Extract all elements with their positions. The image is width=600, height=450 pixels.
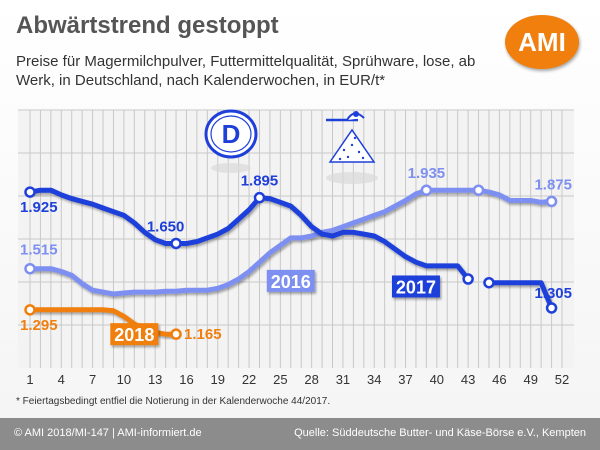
data-point-2017 xyxy=(483,276,495,289)
data-point-2017 xyxy=(545,302,558,314)
data-point-2016 xyxy=(420,184,433,196)
series-tag-2017: 2017 xyxy=(396,277,436,297)
data-point-2016 xyxy=(24,262,36,275)
data-point-2017 xyxy=(253,191,266,204)
ami-logo: AMI xyxy=(505,15,579,69)
x-tick-label: 25 xyxy=(273,372,287,387)
data-point-2016 xyxy=(472,184,485,196)
data-point-2018 xyxy=(24,304,36,316)
x-tick-label: 52 xyxy=(555,372,569,387)
data-label-2017: 1.305 xyxy=(534,285,572,302)
series-markers xyxy=(24,184,558,340)
series-tags: 2016 2017 2018 xyxy=(110,269,440,346)
x-tick-label: 10 xyxy=(117,372,131,387)
chart-title: Abwärtstrend gestoppt xyxy=(16,12,279,39)
chart-subtitle: Preise für Magermilchpulver, Futtermitte… xyxy=(16,53,476,89)
data-label-2017: 1.650 xyxy=(147,218,185,235)
source-text: Quelle: Süddeutsche Butter- und Käse-Bör… xyxy=(294,427,586,439)
grid xyxy=(18,109,574,368)
x-tick-label: 37 xyxy=(398,372,412,387)
x-tick-label: 46 xyxy=(492,372,506,387)
x-tick-label: 1 xyxy=(26,372,33,387)
x-tick-label: 43 xyxy=(461,372,475,387)
data-point-2017 xyxy=(24,186,36,198)
x-tick-label: 13 xyxy=(148,372,162,387)
data-point-2016 xyxy=(545,195,558,208)
ami-logo-text: AMI xyxy=(518,27,566,57)
data-point-2017 xyxy=(462,273,474,285)
series-tag-box xyxy=(391,275,440,298)
x-tick-label: 19 xyxy=(211,372,225,387)
x-tick-label: 34 xyxy=(367,372,381,387)
data-label-2017: 1.895 xyxy=(241,173,279,190)
series-tag-box xyxy=(110,323,159,346)
x-tick-label: 4 xyxy=(58,372,65,387)
x-tick-label: 28 xyxy=(304,372,318,387)
x-tick-label: 49 xyxy=(523,372,537,387)
footer-bar: © AMI 2018/MI-147 | AMI-informiert.de Qu… xyxy=(0,418,600,450)
x-axis-ticks: 1 4 7 10 13 16 19 22 25 28 31 34 37 40 43 46 49 52 xyxy=(26,372,569,387)
x-tick-label: 40 xyxy=(430,372,444,387)
data-point-2018 xyxy=(170,328,182,340)
copyright-text: © AMI 2018/MI-147 | AMI-informiert.de xyxy=(14,427,202,439)
x-tick-label: 7 xyxy=(89,372,96,387)
series-tag-2018: 2018 xyxy=(114,325,154,345)
decor: D xyxy=(204,109,378,184)
data-label-2016: 1.935 xyxy=(408,165,446,182)
data-point-2017 xyxy=(170,237,182,250)
series-line-2017 xyxy=(486,280,555,311)
footnote: * Feiertagsbedingt entfiel die Notierung… xyxy=(16,396,331,407)
data-label-2018: 1.295 xyxy=(20,317,58,334)
series-tag-box xyxy=(266,269,315,292)
x-tick-label: 16 xyxy=(179,372,193,387)
country-badge-letter: D xyxy=(222,119,241,149)
data-label-2016: 1.515 xyxy=(20,242,58,259)
series-line-2017 xyxy=(27,187,471,282)
milk-powder-icon xyxy=(326,111,378,184)
x-tick-label: 22 xyxy=(242,372,256,387)
series-tag-2016: 2016 xyxy=(271,272,311,292)
series-line-2016 xyxy=(27,187,555,297)
country-d-icon: D xyxy=(204,109,258,173)
data-labels: 1.515 1.935 1.875 1.925 1.650 1.895 1.305 1.295… xyxy=(20,165,572,343)
data-label-2017: 1.925 xyxy=(20,199,58,216)
data-label-2018: 1.165 xyxy=(184,326,222,343)
x-tick-label: 31 xyxy=(336,372,350,387)
data-label-2016: 1.875 xyxy=(534,176,572,193)
